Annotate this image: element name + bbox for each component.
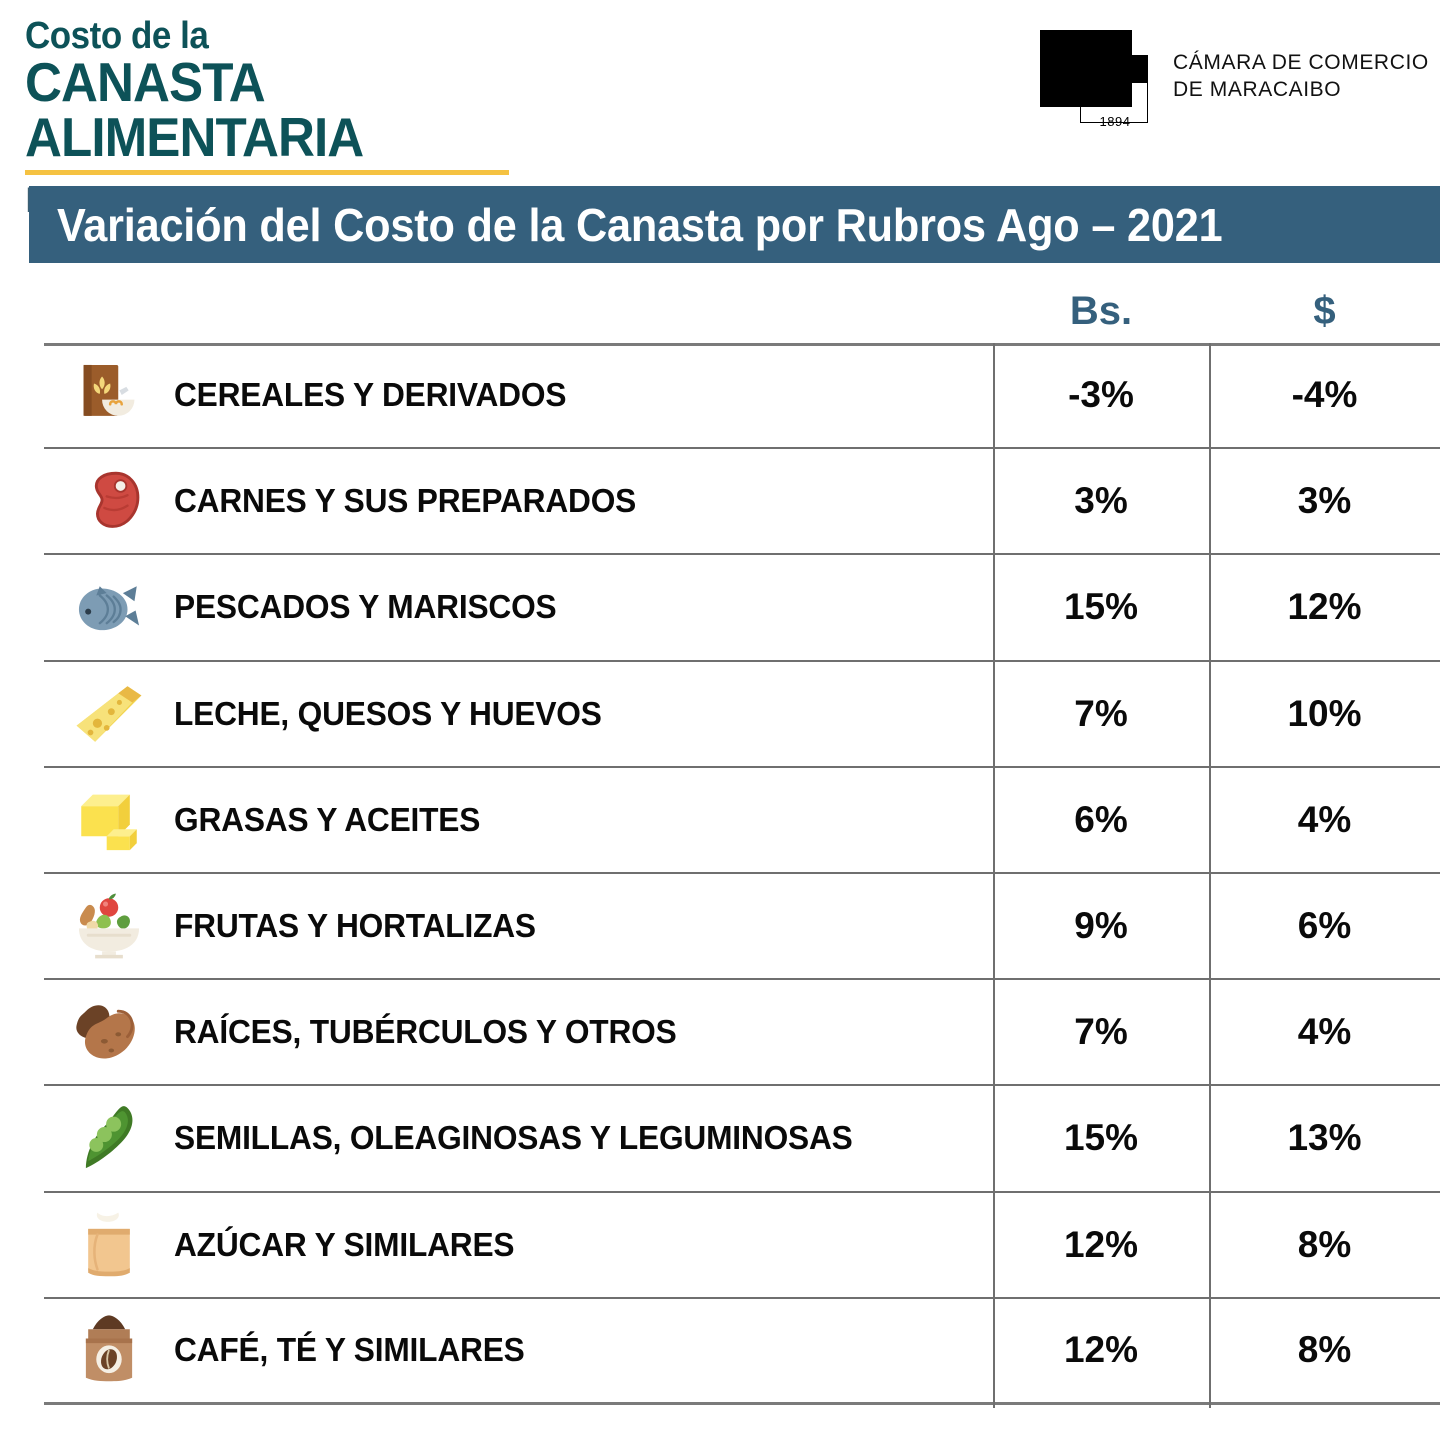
row-value-bs: 7% xyxy=(1074,692,1128,734)
logo-bar-shape xyxy=(1080,55,1148,83)
table-row: RAÍCES, TUBÉRCULOS Y OTROS 7% 4% xyxy=(44,980,1440,1087)
table-row: GRASAS Y ACEITES 6% 4% xyxy=(44,768,1440,874)
table-row: CAFÉ, TÉ Y SIMILARES 12% 8% xyxy=(44,1299,1440,1405)
cheese-wedge-icon xyxy=(58,662,160,766)
brand-underline-rule xyxy=(25,170,509,176)
page-header: Costo de la CANASTA ALIMENTARIA Para Mar… xyxy=(0,0,1440,220)
row-value-usd: -4% xyxy=(1291,374,1358,416)
sugar-sack-icon xyxy=(58,1193,160,1297)
fish-icon xyxy=(58,555,160,659)
logo-mark-icon: 1894 xyxy=(1040,30,1160,135)
chamber-of-commerce-logo: 1894 CÁMARA DE COMERCIO DE MARACAIBO xyxy=(1040,30,1440,150)
column-divider-2 xyxy=(1209,343,1211,1408)
column-header-bs: Bs. xyxy=(1069,289,1133,333)
table-row: FRUTAS Y HORTALIZAS 9% 6% xyxy=(44,874,1440,981)
potato-icon xyxy=(58,980,160,1084)
row-category-label: RAÍCES, TUBÉRCULOS Y OTROS xyxy=(174,1013,677,1051)
row-value-usd: 8% xyxy=(1297,1329,1352,1371)
salad-bowl-icon xyxy=(58,874,160,978)
row-category-label: CARNES Y SUS PREPARADOS xyxy=(174,482,637,520)
butter-icon xyxy=(58,768,160,872)
row-value-bs: 15% xyxy=(1063,586,1139,628)
row-category-label: SEMILLAS, OLEAGINOSAS Y LEGUMINOSAS xyxy=(174,1119,853,1157)
row-value-usd: 4% xyxy=(1297,798,1352,840)
row-value-bs: 15% xyxy=(1063,1117,1139,1159)
brand-line-2: CANASTA ALIMENTARIA xyxy=(25,51,364,169)
row-value-bs: 6% xyxy=(1074,798,1128,840)
section-banner: Variación del Costo de la Canasta por Ru… xyxy=(29,186,1440,263)
row-value-usd: 4% xyxy=(1297,1011,1352,1053)
table-row: CEREALES Y DERIVADOS -3% -4% xyxy=(44,343,1440,450)
column-divider-1 xyxy=(993,343,995,1408)
table-header-row: Bs. $ xyxy=(44,288,1440,340)
table-row: CARNES Y SUS PREPARADOS 3% 3% xyxy=(44,449,1440,556)
row-category-label: PESCADOS Y MARISCOS xyxy=(174,588,557,626)
row-category-label: CEREALES Y DERIVADOS xyxy=(174,376,567,414)
logo-name-line-1: CÁMARA DE COMERCIO xyxy=(1173,51,1429,74)
row-value-bs: 12% xyxy=(1063,1329,1139,1371)
row-category-label: LECHE, QUESOS Y HUEVOS xyxy=(174,694,602,732)
table-row: SEMILLAS, OLEAGINOSAS Y LEGUMINOSAS 15% 13… xyxy=(44,1086,1440,1193)
logo-name-text: CÁMARA DE COMERCIO DE MARACAIBO xyxy=(1173,50,1429,104)
logo-year-label: 1894 xyxy=(1099,114,1131,129)
row-value-bs: -3% xyxy=(1068,374,1134,416)
row-value-bs: 7% xyxy=(1074,1011,1128,1053)
row-category-label: FRUTAS Y HORTALIZAS xyxy=(174,907,536,945)
section-title: Variación del Costo de la Canasta por Ru… xyxy=(57,198,1223,251)
row-value-bs: 12% xyxy=(1063,1223,1139,1265)
row-value-usd: 8% xyxy=(1297,1223,1352,1265)
row-category-label: CAFÉ, TÉ Y SIMILARES xyxy=(174,1331,525,1369)
row-value-usd: 12% xyxy=(1287,586,1362,628)
table-top-rule xyxy=(44,343,1440,346)
row-category-label: AZÚCAR Y SIMILARES xyxy=(174,1225,515,1263)
brand-line-1: Costo de la xyxy=(25,15,209,57)
table-row: AZÚCAR Y SIMILARES 12% 8% xyxy=(44,1193,1440,1299)
row-value-bs: 3% xyxy=(1074,480,1128,522)
variation-table: Bs. $ CEREALES Y DERIVADOS -3% -4% CARNES Y… xyxy=(44,289,1440,1408)
row-value-usd: 13% xyxy=(1287,1117,1362,1159)
table-row: LECHE, QUESOS Y HUEVOS 7% 10% xyxy=(44,662,1440,768)
row-value-usd: 3% xyxy=(1297,480,1352,522)
table-row: PESCADOS Y MARISCOS 15% 12% xyxy=(44,555,1440,662)
coffee-sack-icon xyxy=(58,1299,160,1402)
row-value-usd: 10% xyxy=(1287,692,1362,734)
meat-cut-icon xyxy=(58,449,160,553)
cereal-box-icon xyxy=(58,343,160,447)
column-header-usd: $ xyxy=(1313,289,1336,333)
row-category-label: GRASAS Y ACEITES xyxy=(174,800,481,838)
row-value-bs: 9% xyxy=(1074,905,1128,947)
pea-pod-icon xyxy=(58,1086,160,1190)
logo-name-line-2: DE MARACAIBO xyxy=(1173,77,1342,101)
row-value-usd: 6% xyxy=(1297,905,1352,947)
